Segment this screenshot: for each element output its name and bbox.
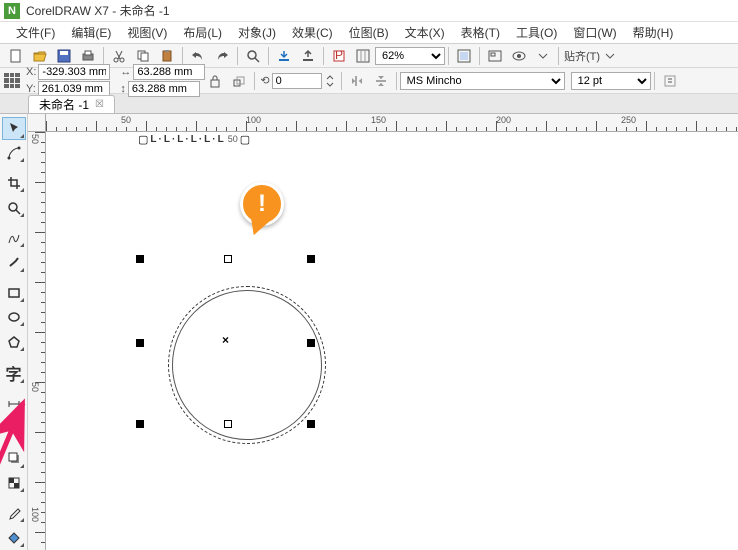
font-family-select[interactable]: MS Mincho [400, 72, 565, 90]
toolbox: 字 [0, 114, 28, 550]
eyedropper-tool[interactable] [2, 502, 26, 525]
snap-grid-button[interactable] [352, 46, 374, 66]
width-icon: ↔ [120, 66, 131, 78]
app-icon: N [4, 3, 20, 19]
canvas[interactable]: ▢ L·L·L·L·L·L 50 ▢ × ! [46, 132, 738, 550]
property-bar: X: Y: ↔ ↕ ⟲ MS Mincho 12 pt [0, 68, 738, 94]
font-size-select[interactable]: 12 pt [571, 72, 651, 90]
search-button[interactable] [242, 46, 264, 66]
dropdown-button[interactable] [532, 46, 554, 66]
height-icon: ↕ [120, 83, 126, 95]
selection-handle[interactable] [307, 339, 315, 347]
snap-dropdown[interactable] [603, 46, 617, 66]
cut-button[interactable] [108, 46, 130, 66]
height-input[interactable] [128, 81, 200, 97]
menu-窗口w[interactable]: 窗口(W) [565, 22, 624, 43]
selection-handle[interactable] [136, 420, 144, 428]
zoom-tool[interactable] [2, 196, 26, 219]
open-button[interactable] [29, 46, 51, 66]
title-bar: N CorelDRAW X7 - 未命名 -1 [0, 0, 738, 22]
ellipse-tool[interactable] [2, 306, 26, 329]
standard-toolbar: P 62% 贴齐(T) [0, 44, 738, 68]
x-label: X: [26, 66, 36, 78]
crop-tool[interactable] [2, 172, 26, 195]
text-tool[interactable]: 字 [2, 361, 26, 385]
pick-tool[interactable] [2, 117, 26, 140]
selection-handle[interactable] [136, 255, 144, 263]
paste-button[interactable] [156, 46, 178, 66]
ruler-origin[interactable] [28, 114, 46, 132]
menu-bar: 文件(F)编辑(E)视图(V)布局(L)对象(J)效果(C)位图(B)文本(X)… [0, 22, 738, 44]
mirror-v-button[interactable] [370, 71, 392, 91]
rectangle-tool[interactable] [2, 281, 26, 304]
app-title: CorelDRAW X7 - 未命名 -1 [26, 2, 170, 19]
dimension-tool[interactable] [2, 392, 26, 415]
menu-编辑e[interactable]: 编辑(E) [63, 22, 119, 43]
canvas-area: 50100150200250 5050100 ▢ L·L·L·L·L·L 50 … [28, 114, 738, 550]
drop-shadow-tool[interactable] [2, 447, 26, 470]
redo-button[interactable] [211, 46, 233, 66]
page-marks: ▢ L·L·L·L·L·L 50 ▢ [138, 132, 250, 146]
selection-handle[interactable] [136, 339, 144, 347]
y-label: Y: [26, 83, 36, 95]
copy-button[interactable] [132, 46, 154, 66]
origin-grid-icon[interactable] [4, 73, 20, 89]
tab-close-icon[interactable]: ☒ [95, 99, 104, 110]
text-props-button[interactable] [659, 71, 681, 91]
document-tab-bar: 未命名 -1 ☒ [0, 94, 738, 114]
document-tab[interactable]: 未命名 -1 ☒ [28, 95, 115, 113]
undo-button[interactable] [187, 46, 209, 66]
lock-ratio-button[interactable] [209, 74, 223, 88]
x-input[interactable] [38, 64, 110, 80]
preview-button[interactable] [508, 46, 530, 66]
export-button[interactable] [297, 46, 319, 66]
svg-text:P: P [335, 49, 343, 62]
menu-位图b[interactable]: 位图(B) [341, 22, 397, 43]
tab-label: 未命名 -1 [39, 96, 89, 113]
new-button[interactable] [5, 46, 27, 66]
freehand-tool[interactable] [2, 227, 26, 250]
menu-布局l[interactable]: 布局(L) [175, 22, 230, 43]
zoom-select[interactable]: 62% [375, 47, 445, 65]
save-button[interactable] [53, 46, 75, 66]
menu-对象j[interactable]: 对象(J) [230, 22, 284, 43]
rotate-icon: ⟲ [260, 74, 269, 87]
selection-handle[interactable] [307, 255, 315, 263]
wireframe-button[interactable] [484, 46, 506, 66]
selection-node[interactable] [224, 255, 232, 263]
mirror-h-button[interactable] [346, 71, 368, 91]
fullscreen-button[interactable] [453, 46, 475, 66]
vertical-ruler[interactable]: 5050100 [28, 132, 46, 550]
connector-tool[interactable] [2, 417, 26, 440]
import-button[interactable] [273, 46, 295, 66]
print-button[interactable] [77, 46, 99, 66]
publish-button[interactable]: P [328, 46, 350, 66]
menu-视图v[interactable]: 视图(V) [119, 22, 175, 43]
horizontal-ruler[interactable]: 50100150200250 [46, 114, 738, 132]
scale-button[interactable] [228, 71, 250, 91]
polygon-tool[interactable] [2, 330, 26, 353]
menu-文件f[interactable]: 文件(F) [8, 22, 63, 43]
selection-handle[interactable] [307, 420, 315, 428]
menu-帮助h[interactable]: 帮助(H) [625, 22, 682, 43]
menu-文本x[interactable]: 文本(X) [397, 22, 453, 43]
hint-callout: ! [240, 182, 284, 226]
rotation-input[interactable] [272, 73, 322, 89]
fill-tool[interactable] [2, 526, 26, 549]
shape-tool[interactable] [2, 142, 26, 165]
width-input[interactable] [133, 64, 205, 80]
menu-工具o[interactable]: 工具(O) [508, 22, 565, 43]
menu-表格t[interactable]: 表格(T) [453, 22, 508, 43]
selection-node[interactable] [224, 420, 232, 428]
artistic-media-tool[interactable] [2, 251, 26, 274]
selection-center-icon: × [222, 333, 229, 347]
circle-selection-outline [168, 286, 326, 444]
snap-label[interactable]: 贴齐(T) [562, 48, 602, 64]
rotation-spinner[interactable] [323, 71, 337, 91]
transparency-tool[interactable] [2, 472, 26, 495]
menu-效果c[interactable]: 效果(C) [284, 22, 341, 43]
